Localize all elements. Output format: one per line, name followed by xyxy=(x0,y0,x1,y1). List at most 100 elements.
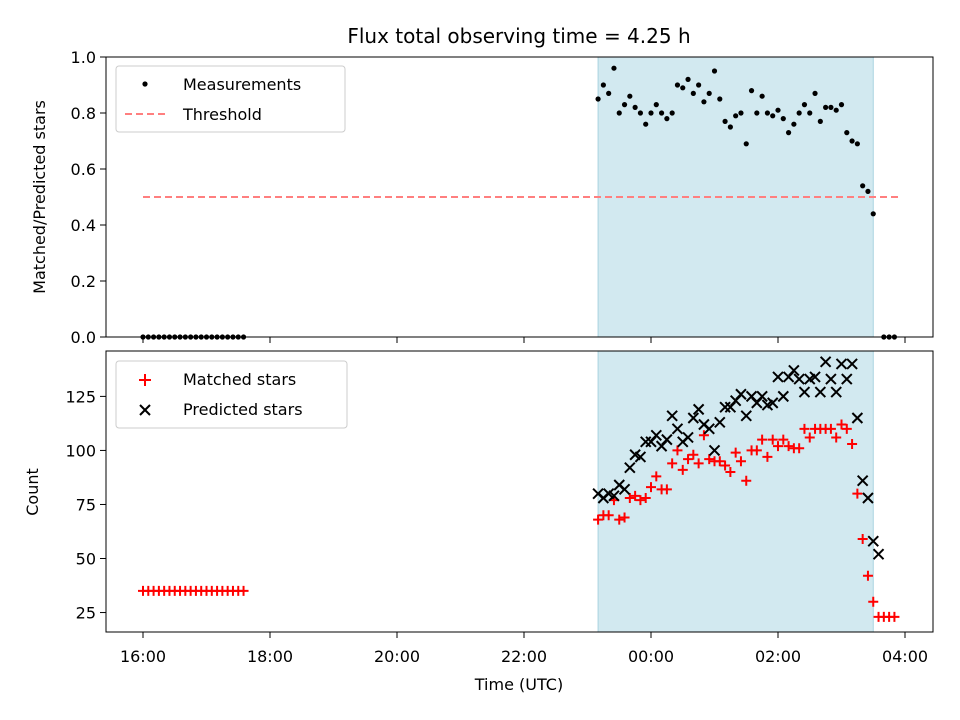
bottom-highlight-span xyxy=(597,350,874,633)
matched-point xyxy=(794,443,805,454)
predicted-point xyxy=(809,371,821,383)
matched-point xyxy=(698,430,709,441)
measurement-point xyxy=(680,85,686,91)
measurement-point xyxy=(600,82,606,88)
series-matched-stars xyxy=(138,419,900,622)
matched-point xyxy=(762,451,773,462)
matched-point xyxy=(683,454,694,465)
measurement-point xyxy=(759,93,765,99)
predicted-point xyxy=(608,490,620,502)
x-tick-label: 16:00 xyxy=(120,647,166,666)
predicted-point xyxy=(634,451,647,463)
legend-measurements-label: Measurements xyxy=(183,75,301,94)
x-tick-label: 20:00 xyxy=(374,647,420,666)
bottom-axis-ticks: 25 50 75 100 125 16:00 18:00 20:00 22:00 00:00 02:… xyxy=(65,387,928,666)
predicted-point xyxy=(872,548,885,560)
matched-point xyxy=(831,432,842,443)
measurement-point xyxy=(844,130,850,136)
top-axes-frame xyxy=(105,56,934,338)
measurement-point xyxy=(606,90,612,96)
matched-point xyxy=(852,488,863,499)
matched-point xyxy=(825,423,836,434)
legend-measurements-marker xyxy=(142,81,148,87)
matched-point xyxy=(672,445,683,456)
measurement-point xyxy=(754,110,760,116)
matched-point xyxy=(841,423,852,434)
y-tick-label: 0.8 xyxy=(71,104,96,123)
measurement-point xyxy=(791,121,797,127)
measurement-point xyxy=(685,76,691,82)
matched-point xyxy=(757,434,768,445)
matched-point xyxy=(804,432,815,443)
matched-point xyxy=(725,467,736,478)
predicted-point xyxy=(666,410,678,422)
x-axis-label: Time (UTC) xyxy=(474,675,563,694)
measurement-point xyxy=(616,110,622,116)
x-tick-label: 18:00 xyxy=(247,647,293,666)
measurement-point xyxy=(854,141,860,147)
matched-point xyxy=(238,585,249,596)
predicted-point xyxy=(788,364,800,377)
predicted-point xyxy=(772,371,784,383)
measurement-point xyxy=(764,110,771,116)
bottom-legend: Matched stars Predicted stars xyxy=(115,360,348,429)
top-legend: Measurements Threshold xyxy=(115,65,346,133)
measurement-point xyxy=(748,88,755,94)
matched-point xyxy=(624,492,635,503)
measurement-point xyxy=(860,183,866,189)
measurement-point xyxy=(706,90,712,96)
measurement-point xyxy=(838,102,845,108)
y-tick-label: 75 xyxy=(76,495,96,514)
predicted-point xyxy=(692,403,705,416)
measurement-point xyxy=(775,107,781,113)
matched-point xyxy=(857,534,868,545)
top-axis-ticks: 0.0 0.2 0.4 0.6 0.8 1.0 xyxy=(71,48,906,347)
measurement-point xyxy=(711,68,718,74)
predicted-point xyxy=(618,483,631,496)
measurement-point xyxy=(770,113,776,119)
bottom-panel: 25 50 75 100 125 16:00 18:00 20:00 22:00 00:00 02:… xyxy=(23,350,934,694)
measurement-point xyxy=(690,90,696,96)
matched-point xyxy=(773,441,783,452)
measurement-point xyxy=(823,104,829,110)
measurement-point xyxy=(733,113,739,119)
matched-point xyxy=(603,510,614,521)
matched-point xyxy=(661,484,672,495)
predicted-point xyxy=(682,431,694,444)
matched-point xyxy=(720,460,731,471)
predicted-point xyxy=(867,535,879,547)
predicted-point xyxy=(819,356,832,368)
legend-predicted-marker xyxy=(139,404,151,416)
measurement-point xyxy=(627,93,633,99)
y-tick-label: 100 xyxy=(65,441,96,460)
predicted-point xyxy=(846,358,858,370)
bottom-plot-marks xyxy=(138,356,900,622)
measurement-point xyxy=(648,110,654,116)
measurement-point xyxy=(658,110,665,116)
matched-point xyxy=(651,471,662,482)
bottom-legend-box xyxy=(115,360,348,429)
top-plot-marks xyxy=(140,65,900,340)
legend-matched-marker xyxy=(139,374,151,386)
matched-point xyxy=(646,482,656,493)
measurement-point xyxy=(717,96,723,102)
matched-point xyxy=(693,458,704,469)
measurement-point xyxy=(828,104,834,110)
predicted-point xyxy=(841,373,853,385)
matched-point xyxy=(735,456,746,467)
predicted-point xyxy=(798,386,811,398)
y-tick-label: 25 xyxy=(76,604,96,623)
predicted-point xyxy=(830,386,842,398)
chart-title: Flux total observing time = 4.25 h xyxy=(347,24,690,48)
measurement-point xyxy=(637,110,644,116)
bottom-y-axis-label: Count xyxy=(23,468,42,516)
measurement-point xyxy=(611,65,617,71)
measurement-point xyxy=(738,110,744,116)
predicted-point xyxy=(661,433,673,446)
measurement-point xyxy=(870,211,876,217)
bottom-axes-frame xyxy=(105,350,934,633)
predicted-point xyxy=(740,410,752,422)
measurement-point xyxy=(621,102,628,108)
matched-point xyxy=(714,456,725,467)
measurement-point xyxy=(653,102,659,108)
